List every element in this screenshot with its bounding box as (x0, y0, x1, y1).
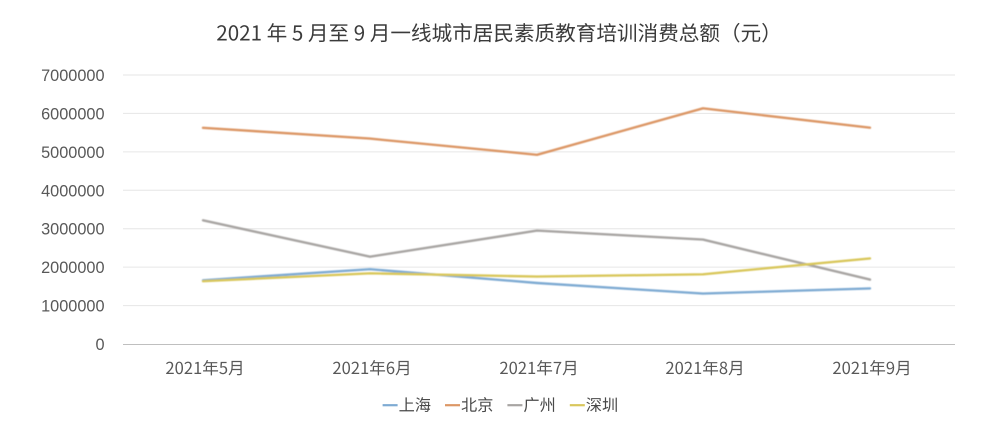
svg-text:4000000: 4000000 (41, 182, 104, 200)
svg-text:3000000: 3000000 (41, 221, 104, 239)
svg-text:6000000: 6000000 (41, 105, 104, 123)
svg-text:7000000: 7000000 (41, 67, 104, 85)
svg-text:0: 0 (95, 336, 104, 354)
svg-text:1000000: 1000000 (41, 298, 104, 316)
svg-text:2000000: 2000000 (41, 259, 104, 277)
svg-text:5000000: 5000000 (41, 144, 104, 162)
